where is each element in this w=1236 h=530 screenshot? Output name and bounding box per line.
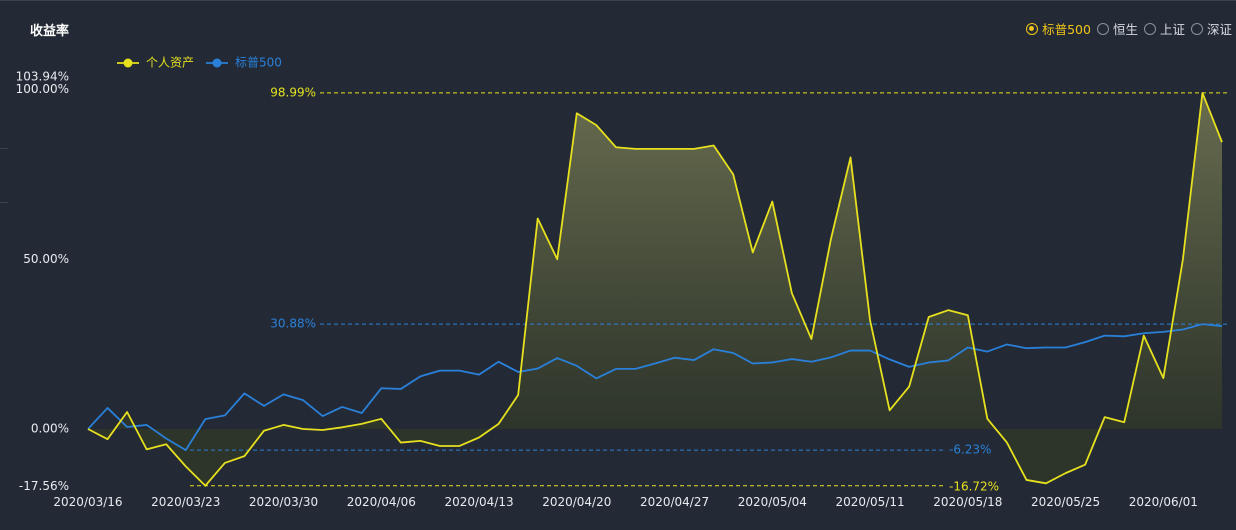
x-tick-label: 2020/05/11 (835, 495, 904, 509)
y-tick-label: 100.00% (16, 82, 69, 96)
x-tick-label: 2020/05/18 (933, 495, 1002, 509)
x-tick-label: 2020/03/16 (53, 495, 122, 509)
y-tick-label: 0.00% (31, 422, 69, 436)
radio-shenzhen[interactable]: 深证 (1190, 19, 1232, 38)
x-tick-label: 2020/05/04 (738, 495, 807, 509)
x-tick-label: 2020/06/01 (1129, 495, 1198, 509)
radio-selected-icon (1026, 22, 1039, 35)
reference-line-label: -16.72% (949, 479, 999, 493)
series-line (87, 92, 1223, 487)
radio-label: 标普500 (1042, 22, 1091, 37)
x-tick-label: 2020/03/23 (151, 495, 220, 509)
legend-label: 标普500 (235, 56, 282, 70)
radio-empty-icon (1143, 22, 1156, 35)
radio-sp500[interactable]: 标普500 (1026, 19, 1091, 38)
chart-title: 收益率 (30, 24, 70, 39)
radio-label: 深证 (1206, 22, 1232, 37)
legend-marker (212, 58, 222, 68)
radio-empty-icon (1096, 22, 1109, 35)
x-tick-label: 2020/05/25 (1031, 495, 1100, 509)
reference-line-label: -6.23% (949, 443, 991, 457)
frame-top-border (0, 0, 1236, 1)
x-tick-label: 2020/03/30 (249, 495, 318, 509)
x-tick-label: 2020/04/06 (347, 495, 416, 509)
radio-empty-icon (1190, 22, 1203, 35)
benchmark-radio-group: 标普500 恒生 上证 深证 (1024, 19, 1232, 38)
reference-line-label: 30.88% (270, 317, 316, 331)
x-tick-label: 2020/04/20 (542, 495, 611, 509)
radio-hangseng[interactable]: 恒生 (1096, 19, 1138, 38)
x-tick-label: 2020/04/13 (444, 495, 513, 509)
reference-line-label: 98.99% (270, 85, 316, 99)
radio-label: 恒生 (1112, 22, 1138, 37)
x-tick-label: 2020/04/27 (640, 495, 709, 509)
legend-marker (123, 58, 133, 68)
series-line (87, 323, 1223, 452)
legend-label: 个人资产 (146, 56, 194, 70)
frame-left-tick (0, 202, 8, 203)
radio-shanghai[interactable]: 上证 (1143, 19, 1185, 38)
radio-label: 上证 (1159, 22, 1185, 37)
y-tick-label: -17.56% (19, 479, 69, 493)
series-area-fill (88, 92, 1222, 486)
y-tick-label: 50.00% (23, 252, 69, 266)
frame-left-tick (0, 148, 8, 149)
y-tick-label: 103.94% (16, 70, 69, 84)
